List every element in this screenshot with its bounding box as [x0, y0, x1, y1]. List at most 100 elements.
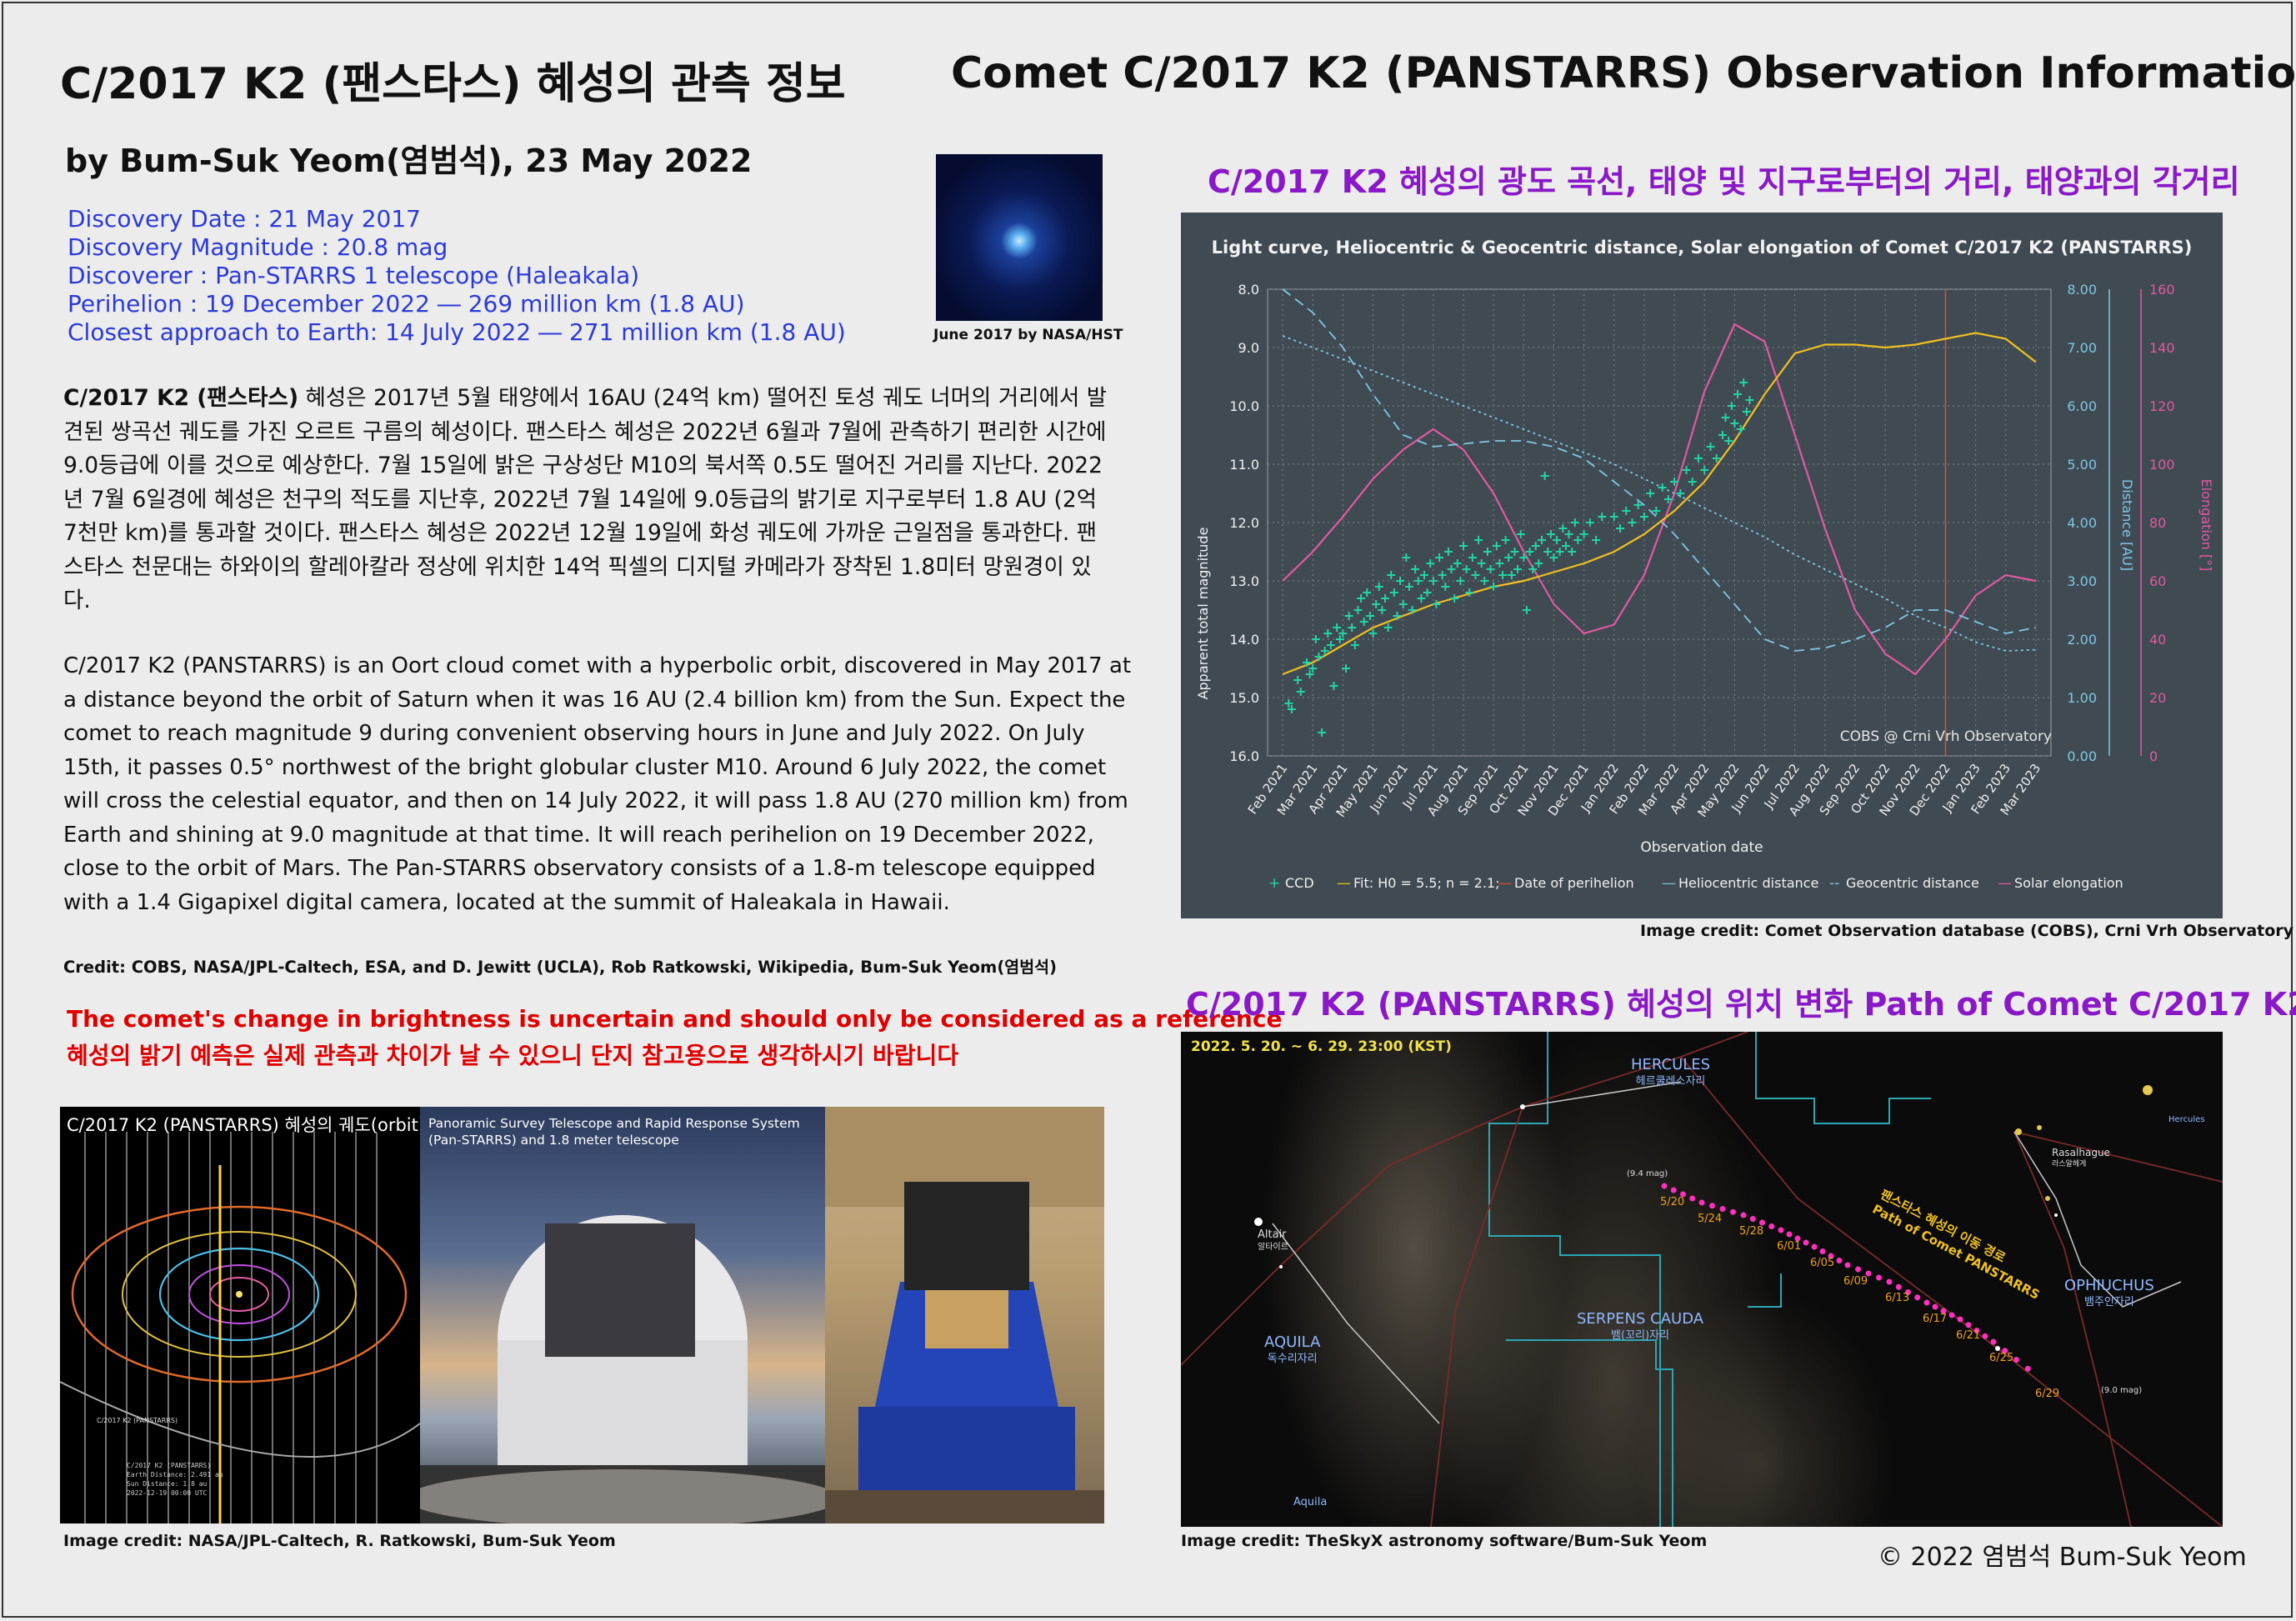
comet-path-dot [1740, 1212, 1747, 1218]
comet-path-dot [2024, 1365, 2031, 1372]
legend-label: Fit: H0 = 5.5; n = 2.1; [1353, 875, 1500, 891]
y-tick-label: 12.0 [1229, 515, 1259, 531]
y3-tick-label: 20 [2149, 690, 2166, 706]
y2-tick-label: 3.00 [2067, 573, 2097, 589]
ccd-point [1383, 623, 1393, 632]
ccd-point [1477, 559, 1486, 568]
ccd-point [1495, 559, 1504, 568]
ccd-point [1432, 600, 1441, 608]
ccd-point [1570, 518, 1579, 527]
ccd-point [1333, 623, 1342, 632]
orbit-small-label: C/2017 K2 (PANSTARRS) [97, 1417, 178, 1424]
star-name: Altair [1258, 1228, 1287, 1241]
korean-paragraph: C/2017 K2 (팬스타스) 혜성은 2017년 5월 태양에서 16AU … [63, 382, 1113, 618]
ccd-point [1538, 536, 1546, 544]
chart-credit: Image credit: Comet Observation database… [1640, 922, 2294, 940]
end-magnitude: (9.0 mag) [2101, 1386, 2143, 1395]
constellation-name: SERPENS CAUDA [1577, 1310, 1704, 1328]
comet-path-date-label: 6/21 [1956, 1329, 1981, 1342]
ccd-point [1639, 513, 1648, 521]
ccd-point [1730, 419, 1739, 428]
ccd-point [1374, 583, 1383, 591]
ccd-point [1462, 565, 1471, 573]
ccd-point [1465, 588, 1474, 597]
ccd-point [1670, 478, 1679, 486]
ccd-point [1453, 559, 1462, 568]
ccd-point [1540, 472, 1549, 480]
ccd-point [1350, 641, 1359, 649]
ccd-point [1745, 396, 1754, 404]
ccd-point [1468, 553, 1477, 562]
ccd-point [1628, 518, 1637, 527]
small-label-aquila: Aquila [1293, 1496, 1328, 1508]
ccd-point [1546, 530, 1555, 538]
x-axis-label: Observation date [1640, 839, 1763, 856]
star-rasalhague: Rasalhague 라스알헤게 [2052, 1147, 2110, 1170]
star-map-drawing [1181, 1032, 2223, 1527]
chart-marks [1282, 288, 2037, 756]
chart-section-title: C/2017 K2 혜성의 광도 곡선, 태양 및 지구로부터의 거리, 태양과… [1208, 163, 2240, 200]
telescope-drawing [825, 1107, 1104, 1523]
korean-paragraph-body: 혜성은 2017년 5월 태양에서 16AU (24억 km) 떨어진 토성 궤… [63, 385, 1108, 613]
star-map: 2022. 5. 20. ~ 6. 29. 23:00 (KST) HERCUL… [1181, 1032, 2223, 1527]
ccd-point [1742, 408, 1751, 416]
comet-path-dot [1786, 1231, 1793, 1238]
ccd-point [1528, 565, 1538, 573]
telescope-caption-line: Panoramic Survey Telescope and Rapid Res… [428, 1116, 800, 1131]
ccd-point [1733, 390, 1742, 398]
ccd-point [1441, 583, 1450, 591]
orbit-stat: 2022-12-19 00:00 UTC [127, 1489, 208, 1497]
comet-path-dot [1982, 1333, 1988, 1339]
ccd-point [1338, 629, 1348, 638]
ccd-point [1287, 705, 1296, 713]
dome-drawing [420, 1215, 825, 1523]
ccd-point [1658, 483, 1667, 492]
orbit-stat: Sun Distance: 1.8 au [127, 1480, 208, 1488]
ccd-point [1318, 728, 1327, 737]
ccd-point [1543, 548, 1553, 556]
ccd-point [1736, 425, 1745, 433]
ccd-point [1598, 513, 1607, 521]
ccd-point [1486, 565, 1495, 573]
comet-path-dot [1855, 1266, 1861, 1273]
comet-path-dot [1940, 1308, 1947, 1314]
y2-tick-label: 8.00 [2067, 282, 2097, 298]
comet-path-dot [1844, 1262, 1851, 1268]
ccd-point [1501, 536, 1510, 544]
ccd-point [1353, 606, 1363, 614]
chart-title: Light curve, Heliocentric & Geocentric d… [1212, 238, 2193, 258]
comet-path-dot [1768, 1223, 1775, 1229]
ccd-point [1398, 600, 1408, 608]
ccd-point [1564, 530, 1573, 538]
legend-symbol: — [1498, 875, 1512, 892]
ccd-point [1417, 594, 1426, 603]
ccd-point [1694, 454, 1703, 463]
fact-perihelion: Perihelion : 19 December 2022 ― 269 mill… [68, 290, 745, 318]
comet-path-date-label: 6/25 [1989, 1352, 2014, 1364]
ccd-point [1342, 664, 1350, 673]
comet-path-date-label: 5/24 [1698, 1213, 1723, 1225]
thumb-caption: June 2017 by NASA/HST [933, 327, 1123, 343]
ccd-point [1682, 466, 1691, 474]
ccd-point [1555, 548, 1564, 556]
star-name-ko: 라스알헤게 [2052, 1160, 2087, 1168]
star-name-ko: 알타이르 [1258, 1243, 1288, 1252]
ccd-point [1359, 618, 1368, 626]
ccd-point [1592, 536, 1601, 544]
ccd-point [1363, 588, 1372, 597]
chart-watermark: COBS @ Crni Vrh Observatory [1840, 728, 2052, 745]
y3-axis-label: Elongation [°] [2198, 479, 2214, 572]
comet-path-dot [1670, 1187, 1677, 1193]
ccd-point [1498, 571, 1507, 579]
ccd-point [1357, 594, 1366, 603]
legend-label: CCD [1285, 875, 1314, 891]
ccd-point [1402, 553, 1411, 562]
constellation-ophiuchus: OPHIUCHUS 뱀주인자리 [2064, 1278, 2154, 1311]
fact-discoverer: Discoverer : Pan-STARRS 1 telescope (Hal… [68, 262, 640, 289]
comet-path-dot [1819, 1248, 1826, 1254]
constellation-name-ko: 뱀주인자리 [2083, 1296, 2134, 1308]
ccd-point [1420, 571, 1428, 579]
ccd-point [1573, 536, 1583, 544]
ccd-point [1492, 542, 1501, 550]
